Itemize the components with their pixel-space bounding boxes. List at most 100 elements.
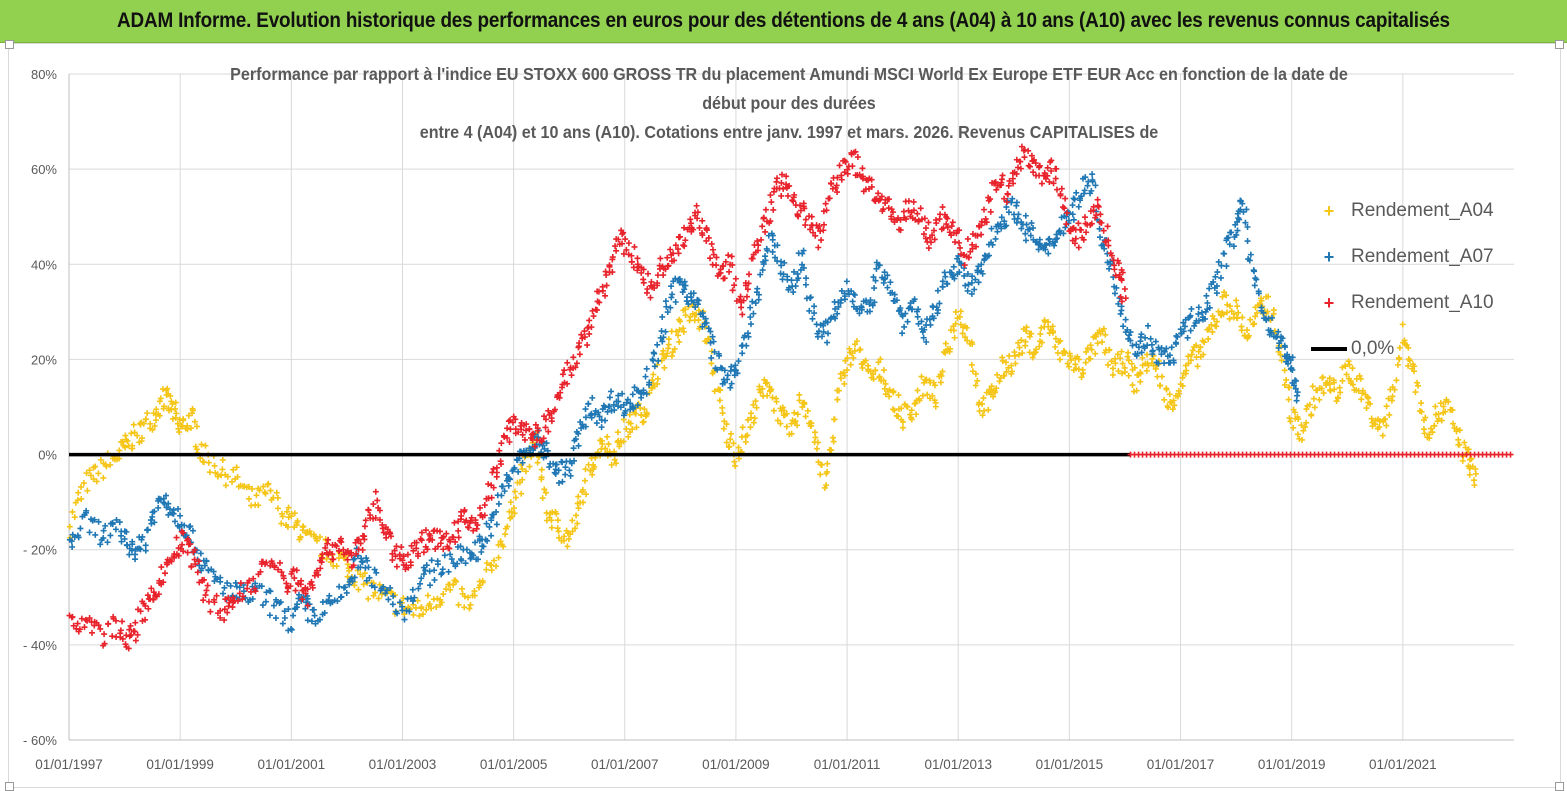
- data-point-rendement-a04: [80, 480, 87, 487]
- data-point-rendement-a04: [229, 478, 236, 485]
- data-point-rendement-a10: [670, 250, 677, 257]
- data-point-rendement-a04: [1234, 303, 1241, 310]
- data-point-rendement-a07: [986, 252, 993, 259]
- data-point-rendement-a04: [1399, 321, 1406, 328]
- data-point-rendement-a10: [142, 616, 149, 623]
- data-point-rendement-a04: [1245, 332, 1252, 339]
- data-point-rendement-a04: [823, 470, 830, 477]
- data-point-rendement-a07: [780, 271, 787, 278]
- data-point-rendement-a04: [835, 387, 842, 394]
- data-point-rendement-a04: [804, 407, 811, 414]
- data-point-rendement-a04: [947, 345, 954, 352]
- data-point-rendement-a07: [1001, 218, 1008, 225]
- data-point-rendement-a04: [1125, 357, 1132, 364]
- data-point-rendement-a10: [476, 504, 483, 511]
- data-point-rendement-a10: [95, 622, 102, 629]
- chart-legend[interactable]: + Rendement_A04 + Rendement_A07 + Rendem…: [1311, 188, 1494, 372]
- data-point-rendement-a10: [372, 514, 379, 521]
- data-point-rendement-a07: [871, 285, 878, 292]
- data-point-rendement-a10: [194, 569, 201, 576]
- chart-title-line-2: début pour des durées: [702, 93, 876, 113]
- data-point-rendement-a04: [71, 514, 78, 521]
- data-point-rendement-a04: [443, 586, 450, 593]
- data-point-rendement-a10: [325, 536, 332, 543]
- data-point-rendement-a07: [142, 542, 149, 549]
- data-point-rendement-a10: [280, 575, 287, 582]
- data-point-rendement-a10: [518, 426, 525, 433]
- data-point-rendement-a04: [1189, 347, 1196, 354]
- data-point-rendement-a04: [376, 581, 383, 588]
- data-point-rendement-a07: [308, 618, 315, 625]
- data-point-rendement-a10: [622, 236, 629, 243]
- data-point-rendement-a10: [481, 512, 488, 519]
- data-point-rendement-a07: [232, 579, 239, 586]
- legend-item-a07[interactable]: + Rendement_A07: [1311, 234, 1494, 280]
- data-point-rendement-a04: [899, 424, 906, 431]
- data-point-rendement-a04: [378, 591, 385, 598]
- data-point-rendement-a10: [429, 536, 436, 543]
- data-point-rendement-a07: [457, 543, 464, 550]
- data-point-rendement-a04: [1091, 333, 1098, 340]
- data-point-rendement-a04: [877, 356, 884, 363]
- data-point-rendement-a10: [590, 313, 597, 320]
- data-point-rendement-a07: [1223, 263, 1230, 270]
- data-point-rendement-a04: [747, 424, 754, 431]
- data-point-rendement-a10: [237, 580, 244, 587]
- data-point-rendement-a04: [214, 473, 221, 480]
- data-point-rendement-a04: [1414, 379, 1421, 386]
- data-point-rendement-a04: [1200, 351, 1207, 358]
- data-point-rendement-a07: [1149, 351, 1156, 358]
- data-point-rendement-a04: [774, 417, 781, 424]
- resize-handle-top-right[interactable]: [1555, 40, 1564, 49]
- data-point-rendement-a07: [1089, 171, 1096, 178]
- data-point-rendement-a07: [891, 291, 898, 298]
- legend-item-a04[interactable]: + Rendement_A04: [1311, 188, 1494, 234]
- data-point-rendement-a10: [559, 371, 566, 378]
- data-point-rendement-a04: [739, 424, 746, 431]
- data-point-rendement-a07: [1206, 285, 1213, 292]
- data-point-rendement-a10: [645, 270, 652, 277]
- data-point-rendement-a10: [948, 223, 955, 230]
- data-point-rendement-a04: [156, 412, 163, 419]
- data-point-rendement-a04: [1118, 370, 1125, 377]
- data-point-rendement-a07: [546, 464, 553, 471]
- data-point-rendement-a04: [1339, 377, 1346, 384]
- data-point-rendement-a04: [589, 471, 596, 478]
- data-point-rendement-a07: [870, 274, 877, 281]
- data-point-rendement-a10: [498, 461, 505, 468]
- data-point-rendement-a04: [633, 424, 640, 431]
- data-point-rendement-a04: [817, 471, 824, 478]
- data-point-rendement-a10: [370, 501, 377, 508]
- data-point-rendement-a10: [217, 614, 224, 621]
- data-point-rendement-a04: [664, 350, 671, 357]
- data-point-rendement-a10: [1072, 240, 1078, 247]
- data-point-rendement-a07: [290, 612, 297, 619]
- resize-handle-top-left[interactable]: [5, 40, 14, 49]
- data-point-rendement-a04: [1002, 359, 1009, 366]
- data-point-rendement-a04: [306, 528, 313, 535]
- legend-item-a10[interactable]: + Rendement_A10: [1311, 280, 1494, 326]
- data-point-rendement-a10: [992, 179, 999, 186]
- data-point-rendement-a07: [834, 310, 841, 317]
- data-point-rendement-a04: [1193, 342, 1200, 349]
- data-point-rendement-a07: [387, 584, 394, 591]
- data-point-rendement-a10: [142, 602, 149, 609]
- data-point-rendement-a10: [446, 545, 453, 552]
- data-point-rendement-a10: [852, 148, 859, 155]
- data-point-rendement-a10: [1025, 147, 1032, 154]
- data-point-rendement-a04: [996, 378, 1003, 385]
- data-point-rendement-a04: [1105, 361, 1112, 368]
- data-point-rendement-a10: [999, 172, 1006, 179]
- legend-item-zero[interactable]: 0,0%: [1311, 326, 1494, 372]
- chart-area[interactable]: 80% 60% 40% 20% 0% - 20% - 40% - 60% 01/01/1997 0…: [5, 40, 1564, 791]
- data-point-rendement-a07: [217, 574, 224, 581]
- data-point-rendement-a10: [205, 598, 212, 605]
- data-point-rendement-a07: [258, 583, 265, 590]
- data-point-rendement-a10: [263, 559, 270, 566]
- data-point-rendement-a04: [1108, 358, 1115, 365]
- data-point-rendement-a10: [493, 464, 500, 471]
- data-point-rendement-a04: [1259, 303, 1266, 310]
- data-point-rendement-a10: [436, 528, 443, 535]
- data-point-rendement-a10: [1095, 203, 1102, 210]
- data-point-rendement-a10: [372, 488, 379, 495]
